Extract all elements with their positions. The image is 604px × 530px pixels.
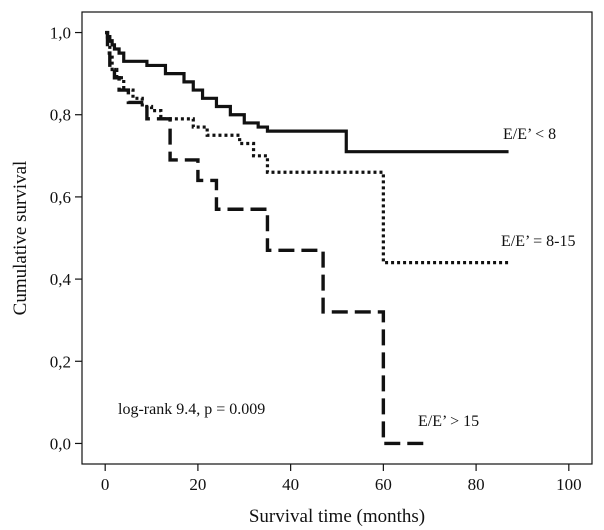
x-tick-label: 0 bbox=[101, 475, 110, 494]
series-label-low: E/E’ < 8 bbox=[503, 126, 556, 143]
series-label-mid: E/E’ = 8-15 bbox=[501, 233, 575, 250]
x-axis-label: Survival time (months) bbox=[249, 506, 425, 527]
survival-curve-dashed bbox=[105, 30, 426, 446]
x-tick-label: 60 bbox=[375, 475, 392, 494]
y-axis-ticks: 0,0 0,2 0,4 0,6 0,8 1,0 bbox=[50, 24, 82, 453]
survival-curves bbox=[105, 30, 509, 446]
series-label-high: E/E’ > 15 bbox=[418, 413, 479, 430]
plot-frame bbox=[81, 11, 593, 465]
y-tick-label: 0,2 bbox=[50, 352, 71, 371]
x-tick-label: 20 bbox=[189, 475, 206, 494]
y-tick-label: 0,6 bbox=[50, 188, 71, 207]
x-tick-label: 80 bbox=[468, 475, 485, 494]
y-tick-label: 1,0 bbox=[50, 24, 71, 43]
y-axis-label: Cumulative survival bbox=[10, 161, 31, 316]
x-tick-label: 40 bbox=[282, 475, 299, 494]
survival-curve-solid bbox=[105, 30, 509, 154]
log-rank-annotation: log-rank 9.4, p = 0.009 bbox=[118, 401, 265, 418]
y-tick-label: 0,8 bbox=[50, 106, 71, 125]
x-tick-label: 100 bbox=[556, 475, 582, 494]
y-tick-label: 0,0 bbox=[50, 434, 71, 453]
x-axis-ticks: 0 20 40 60 80 100 bbox=[101, 464, 582, 494]
y-tick-label: 0,4 bbox=[50, 270, 72, 289]
